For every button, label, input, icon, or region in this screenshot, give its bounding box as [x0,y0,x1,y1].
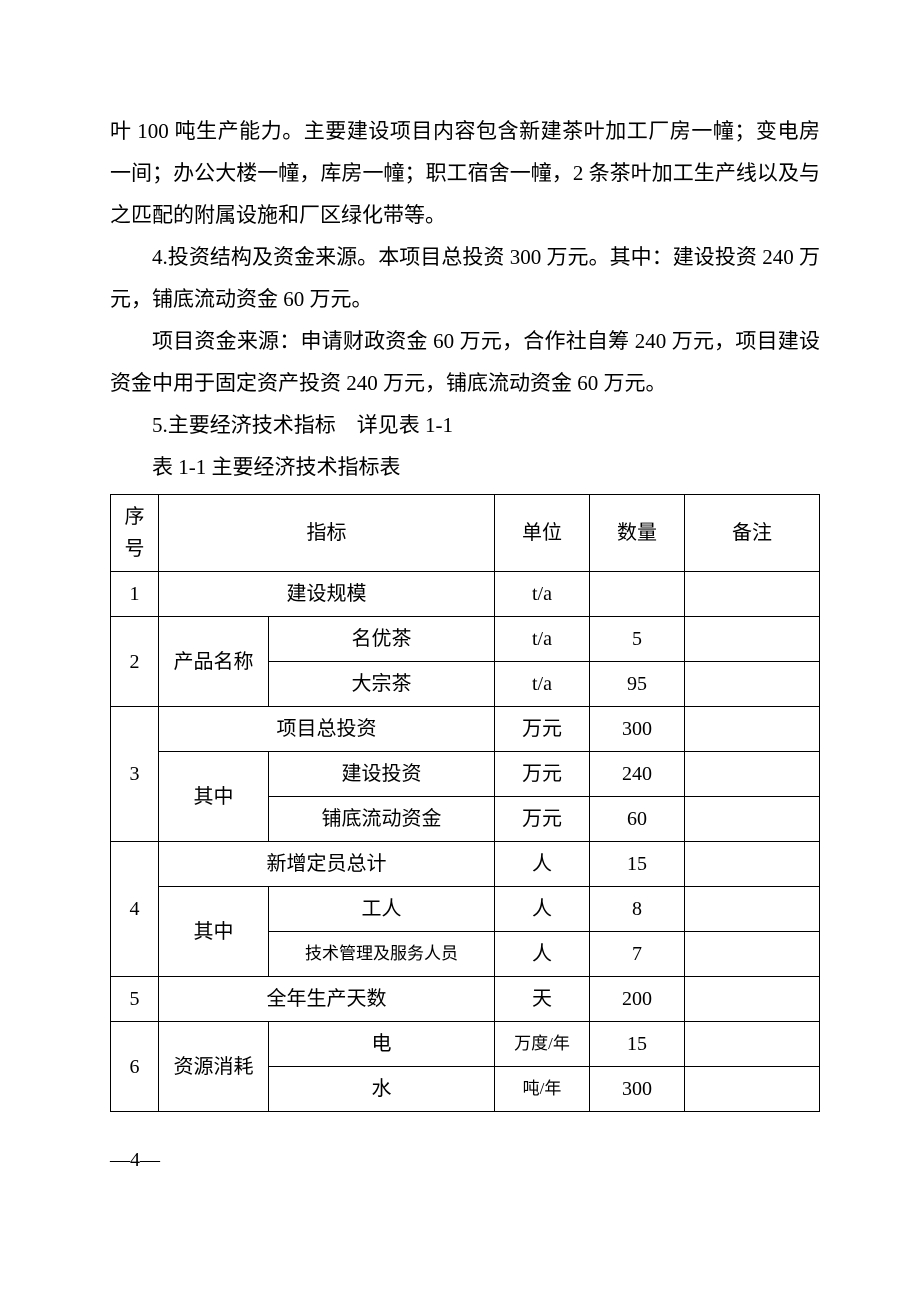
cell-sub-indicator: 名优茶 [269,617,495,662]
cell-unit: 天 [495,977,590,1022]
header-seq: 序号 [111,495,159,572]
table-row: 1 建设规模 t/a [111,572,820,617]
cell-qty: 200 [590,977,685,1022]
cell-qty: 300 [590,707,685,752]
cell-unit: 万元 [495,752,590,797]
cell-sub-indicator: 水 [269,1067,495,1112]
cell-seq: 6 [111,1022,159,1112]
cell-note [685,842,820,887]
cell-indicator: 新增定员总计 [159,842,495,887]
cell-indicator: 项目总投资 [159,707,495,752]
paragraph-section-5: 5.主要经济技术指标 详见表 1-1 [110,404,820,446]
cell-unit: t/a [495,572,590,617]
cell-seq: 2 [111,617,159,707]
indicators-table: 序号 指标 单位 数量 备注 1 建设规模 t/a 2 产品名称 名优茶 t/a… [110,494,820,1112]
cell-unit: 人 [495,932,590,977]
cell-note [685,977,820,1022]
cell-note [685,662,820,707]
cell-note [685,797,820,842]
table-row: 3 项目总投资 万元 300 [111,707,820,752]
table-row: 5 全年生产天数 天 200 [111,977,820,1022]
header-indicator: 指标 [159,495,495,572]
table-row: 其中 建设投资 万元 240 [111,752,820,797]
cell-sub-indicator: 电 [269,1022,495,1067]
header-quantity: 数量 [590,495,685,572]
table-caption: 表 1-1 主要经济技术指标表 [110,446,820,488]
cell-indicator: 全年生产天数 [159,977,495,1022]
cell-indicator: 产品名称 [159,617,269,707]
cell-unit: 万元 [495,797,590,842]
cell-note [685,707,820,752]
cell-seq: 5 [111,977,159,1022]
cell-unit: 万度/年 [495,1022,590,1067]
cell-qty: 95 [590,662,685,707]
cell-indicator: 建设规模 [159,572,495,617]
cell-note [685,1022,820,1067]
cell-qty: 8 [590,887,685,932]
cell-note [685,572,820,617]
cell-qty: 15 [590,1022,685,1067]
cell-note [685,1067,820,1112]
paragraph-funding-source: 项目资金来源：申请财政资金 60 万元，合作社自筹 240 万元，项目建设资金中… [110,320,820,404]
header-unit: 单位 [495,495,590,572]
cell-seq: 4 [111,842,159,977]
cell-note [685,887,820,932]
cell-sub-indicator: 技术管理及服务人员 [269,932,495,977]
cell-note [685,617,820,662]
table-header-row: 序号 指标 单位 数量 备注 [111,495,820,572]
cell-note [685,932,820,977]
document-page: 叶 100 吨生产能力。主要建设项目内容包含新建茶叶加工厂房一幢；变电房一间；办… [0,0,920,1240]
cell-sub-group: 其中 [159,887,269,977]
table-row: 2 产品名称 名优茶 t/a 5 [111,617,820,662]
cell-unit: 万元 [495,707,590,752]
header-note: 备注 [685,495,820,572]
cell-qty: 7 [590,932,685,977]
cell-unit: t/a [495,617,590,662]
cell-unit: 人 [495,887,590,932]
cell-qty: 60 [590,797,685,842]
cell-unit: 人 [495,842,590,887]
cell-qty: 5 [590,617,685,662]
cell-qty: 240 [590,752,685,797]
page-number: —4— [110,1140,820,1180]
cell-seq: 3 [111,707,159,842]
table-row: 其中 工人 人 8 [111,887,820,932]
cell-unit: 吨/年 [495,1067,590,1112]
cell-qty: 300 [590,1067,685,1112]
cell-sub-indicator: 建设投资 [269,752,495,797]
table-row: 4 新增定员总计 人 15 [111,842,820,887]
cell-note [685,752,820,797]
cell-sub-indicator: 铺底流动资金 [269,797,495,842]
paragraph-continuation: 叶 100 吨生产能力。主要建设项目内容包含新建茶叶加工厂房一幢；变电房一间；办… [110,110,820,236]
cell-unit: t/a [495,662,590,707]
cell-seq: 1 [111,572,159,617]
cell-qty [590,572,685,617]
cell-qty: 15 [590,842,685,887]
cell-sub-indicator: 工人 [269,887,495,932]
paragraph-section-4: 4.投资结构及资金来源。本项目总投资 300 万元。其中：建设投资 240 万元… [110,236,820,320]
cell-sub-group: 其中 [159,752,269,842]
table-row: 6 资源消耗 电 万度/年 15 [111,1022,820,1067]
cell-indicator: 资源消耗 [159,1022,269,1112]
cell-sub-indicator: 大宗茶 [269,662,495,707]
